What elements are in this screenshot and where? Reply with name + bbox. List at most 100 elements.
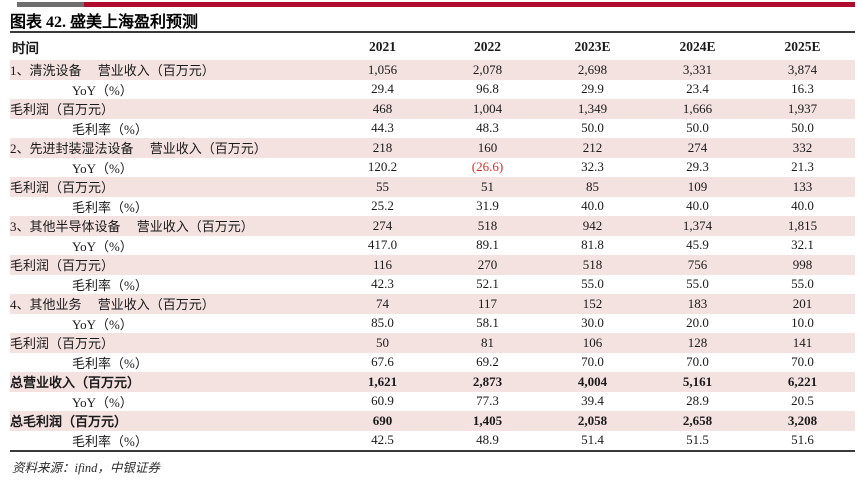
cell-value: 117 xyxy=(477,295,498,311)
table-row: YoY（%） 120.2 (26.6) 32.3 29.3 21.3 xyxy=(10,158,855,178)
table-header-row: 时间 2021 2022 2023E 2024E 2025E xyxy=(10,34,855,60)
cell-value: 518 xyxy=(582,256,603,272)
cell-value: 152 xyxy=(582,295,603,311)
cell-value: 51 xyxy=(481,178,494,194)
cell-value: 141 xyxy=(792,334,813,350)
cell-value: 417.0 xyxy=(367,237,398,253)
cell-value: 51.5 xyxy=(686,432,709,448)
cell-value: 1,374 xyxy=(682,217,713,233)
cell-value: 81.8 xyxy=(581,237,604,253)
column-header-year: 2025E xyxy=(784,39,821,54)
cell-value: 29.4 xyxy=(371,81,394,97)
cell-value: 28.9 xyxy=(686,393,709,409)
cell-value: 40.0 xyxy=(791,198,814,214)
cell-value: 20.0 xyxy=(686,315,709,331)
cell-value: 106 xyxy=(582,334,603,350)
cell-value: 48.3 xyxy=(476,120,499,136)
table-row: 毛利润（百万元） 468 1,004 1,349 1,666 1,937 xyxy=(10,99,855,119)
cell-value: 50 xyxy=(376,334,389,350)
cell-value: 6,221 xyxy=(787,373,818,389)
cell-value: 85.0 xyxy=(371,315,394,331)
cell-value: 1,815 xyxy=(787,217,818,233)
cell-value: 133 xyxy=(792,178,813,194)
cell-value: 2,698 xyxy=(577,61,608,77)
table-row: 毛利率（%） 25.2 31.9 40.0 40.0 40.0 xyxy=(10,197,855,217)
cell-value: 51.4 xyxy=(581,432,604,448)
table-row: 毛利润（百万元） 50 81 106 128 141 xyxy=(10,333,855,353)
row-label: 3、其他半导体设备 营业收入（百万元） xyxy=(10,219,254,235)
table-row: 毛利率（%） 67.6 69.2 70.0 70.0 70.0 xyxy=(10,353,855,373)
table-row: 毛利润（百万元） 116 270 518 756 998 xyxy=(10,255,855,275)
cell-value: 23.4 xyxy=(686,81,709,97)
cell-value: 25.2 xyxy=(371,198,394,214)
cell-value: 942 xyxy=(582,217,603,233)
cell-value: (26.6) xyxy=(471,159,504,175)
cell-value: 274 xyxy=(687,139,708,155)
table-row: YoY（%） 85.0 58.1 30.0 20.0 10.0 xyxy=(10,314,855,334)
cell-value: 58.1 xyxy=(476,315,499,331)
cell-value: 50.0 xyxy=(686,120,709,136)
cell-value: 468 xyxy=(372,100,393,116)
cell-value: 70.0 xyxy=(791,354,814,370)
cell-value: 4,004 xyxy=(577,373,608,389)
top-bar-red-segment xyxy=(84,2,855,7)
source-note: 资料来源：ifind，中银证券 xyxy=(12,461,160,475)
cell-value: 70.0 xyxy=(686,354,709,370)
column-header-year: 2024E xyxy=(679,39,716,54)
cell-value: 1,056 xyxy=(367,61,398,77)
cell-value: 160 xyxy=(477,139,498,155)
cell-value: 48.9 xyxy=(476,432,499,448)
row-label: YoY（%） xyxy=(72,316,133,332)
table-row: 总毛利润（百万元） 690 1,405 2,058 2,658 3,208 xyxy=(10,411,855,431)
row-label: 毛利润（百万元） xyxy=(10,180,115,196)
cell-value: 1,621 xyxy=(367,373,398,389)
top-bar-gray-segment xyxy=(17,2,84,7)
cell-value: 29.3 xyxy=(686,159,709,175)
row-label: YoY（%） xyxy=(72,394,133,410)
table-row: 毛利率（%） 44.3 48.3 50.0 50.0 50.0 xyxy=(10,119,855,139)
row-label: 毛利率（%） xyxy=(72,199,148,215)
cell-value: 690 xyxy=(372,412,393,428)
row-label: 2、先进封装湿法设备 营业收入（百万元） xyxy=(10,141,267,157)
cell-value: 81 xyxy=(481,334,494,350)
cell-value: 31.9 xyxy=(476,198,499,214)
cell-value: 3,874 xyxy=(787,61,818,77)
cell-value: 1,937 xyxy=(787,100,818,116)
table-row: YoY（%） 60.9 77.3 39.4 28.9 20.5 xyxy=(10,392,855,412)
column-header-year: 2023E xyxy=(574,39,611,54)
profit-forecast-table: 时间 2021 2022 2023E 2024E 2025E 1、清洗设备 营业收入（百… xyxy=(10,34,855,452)
table-row: 4、其他业务 营业收入（百万元） 74 117 152 183 201 xyxy=(10,294,855,314)
cell-value: 50.0 xyxy=(791,120,814,136)
cell-value: 45.9 xyxy=(686,237,709,253)
cell-value: 2,658 xyxy=(682,412,713,428)
cell-value: 40.0 xyxy=(686,198,709,214)
cell-value: 96.8 xyxy=(476,81,499,97)
cell-value: 20.5 xyxy=(791,393,814,409)
cell-value: 270 xyxy=(477,256,498,272)
row-label: YoY（%） xyxy=(72,82,133,98)
row-label: 1、清洗设备 营业收入（百万元） xyxy=(10,63,215,79)
table-row: 3、其他半导体设备 营业收入（百万元） 274 518 942 1,374 1,815 xyxy=(10,216,855,236)
row-label: 毛利率（%） xyxy=(72,355,148,371)
table-row: 总营业收入（百万元） 1,621 2,873 4,004 5,161 6,221 xyxy=(10,372,855,392)
cell-value: 109 xyxy=(687,178,708,194)
cell-value: 332 xyxy=(792,139,813,155)
row-label: 4、其他业务 营业收入（百万元） xyxy=(10,297,215,313)
row-label: 毛利润（百万元） xyxy=(10,336,115,352)
column-header-year: 2022 xyxy=(474,39,501,54)
cell-value: 756 xyxy=(687,256,708,272)
row-label: 总毛利润（百万元） xyxy=(10,414,128,430)
cell-value: 1,349 xyxy=(577,100,608,116)
cell-value: 183 xyxy=(687,295,708,311)
table-row: 2、先进封装湿法设备 营业收入（百万元） 218 160 212 274 332 xyxy=(10,138,855,158)
cell-value: 74 xyxy=(376,295,389,311)
cell-value: 32.3 xyxy=(581,159,604,175)
cell-value: 32.1 xyxy=(791,237,814,253)
row-label: 毛利润（百万元） xyxy=(10,258,115,274)
cell-value: 51.6 xyxy=(791,432,814,448)
row-label: YoY（%） xyxy=(72,160,133,176)
row-label: 总营业收入（百万元） xyxy=(10,375,141,391)
table-row: 毛利润（百万元） 55 51 85 109 133 xyxy=(10,177,855,197)
cell-value: 77.3 xyxy=(476,393,499,409)
cell-value: 128 xyxy=(687,334,708,350)
